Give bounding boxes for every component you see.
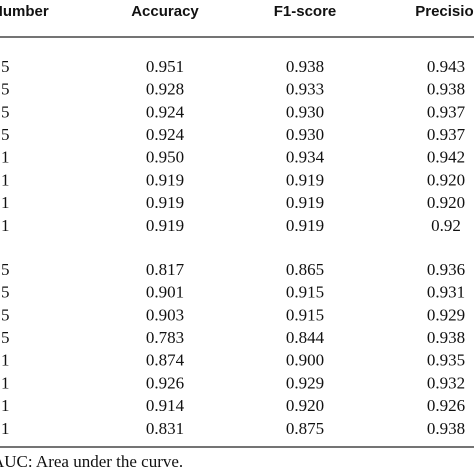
row-label: 5 (1, 283, 10, 302)
column-header: F1-score (274, 3, 337, 20)
cell: 0.874 (146, 351, 185, 370)
cell: 0.783 (146, 328, 184, 347)
cell: 0.938 (427, 80, 465, 99)
column-header: Accuracy (131, 3, 199, 20)
cell: 0.919 (146, 170, 184, 189)
cell: 0.937 (427, 102, 466, 121)
cell: 0.935 (427, 351, 465, 370)
cell: 0.937 (427, 125, 466, 144)
column-header: Number (0, 3, 49, 20)
cell: 0.817 (146, 260, 185, 279)
cell: 0.926 (427, 396, 465, 415)
cell: 0.943 (427, 57, 465, 76)
cell: 0.930 (286, 125, 324, 144)
cell: 0.919 (286, 193, 324, 212)
cell: 0.924 (146, 102, 185, 121)
cell: 0.915 (286, 305, 324, 324)
cell: 0.924 (146, 125, 185, 144)
row-label: 1 (1, 351, 10, 370)
cell: 0.942 (427, 148, 465, 167)
cell: 0.936 (427, 260, 465, 279)
cell: 0.929 (427, 305, 465, 324)
cell: 0.951 (146, 57, 184, 76)
cell: 0.865 (286, 260, 324, 279)
cell: 0.844 (286, 328, 325, 347)
row-label: 1 (1, 419, 10, 438)
cell: 0.938 (427, 419, 465, 438)
cell: 0.930 (286, 102, 324, 121)
cell: 0.919 (146, 216, 184, 235)
column-header: Precision (415, 3, 474, 20)
row-label: 5 (1, 305, 10, 324)
cell: 0.875 (286, 419, 324, 438)
cell: 0.920 (427, 170, 465, 189)
cell: 0.938 (286, 57, 324, 76)
cell: 0.934 (286, 148, 325, 167)
cell: 0.914 (146, 396, 185, 415)
cell: 0.933 (286, 80, 324, 99)
cell: 0.901 (146, 283, 184, 302)
cell: 0.926 (146, 373, 184, 392)
row-label: 1 (1, 170, 10, 189)
cell: 0.919 (146, 193, 184, 212)
row-label: 5 (1, 125, 10, 144)
cell: 0.903 (146, 305, 184, 324)
row-label: 1 (1, 216, 10, 235)
row-label: 5 (1, 57, 10, 76)
cell: 0.915 (286, 283, 324, 302)
cell: 0.920 (427, 193, 465, 212)
row-label: 5 (1, 102, 10, 121)
cell: 0.928 (146, 80, 184, 99)
row-label: 1 (1, 193, 10, 212)
cell: 0.931 (427, 283, 465, 302)
cell: 0.938 (427, 328, 465, 347)
row-label: 1 (1, 148, 10, 167)
footnote: AUC: Area under the curve. (0, 452, 183, 471)
cell: 0.919 (286, 216, 324, 235)
row-label: 1 (1, 373, 10, 392)
row-label: 5 (1, 80, 10, 99)
row-label: 5 (1, 260, 10, 279)
cell: 0.950 (146, 148, 184, 167)
row-label: 5 (1, 328, 10, 347)
cell: 0.919 (286, 170, 324, 189)
cell: 0.932 (427, 373, 465, 392)
cell: 0.831 (146, 419, 184, 438)
cell: 0.920 (286, 396, 324, 415)
cell: 0.900 (286, 351, 324, 370)
cell: 0.929 (286, 373, 324, 392)
row-label: 1 (1, 396, 10, 415)
cell: 0.92 (431, 216, 461, 235)
